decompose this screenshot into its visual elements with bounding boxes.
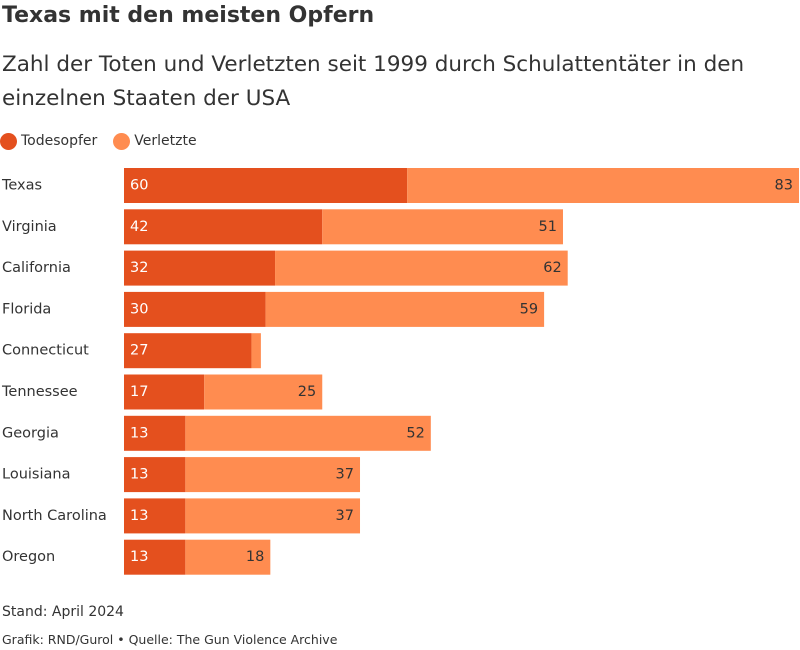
bar-todesopfer-north-carolina <box>124 498 186 534</box>
legend-item-verletzte: Verletzte <box>113 132 197 150</box>
legend-swatch-verletzte <box>113 132 131 150</box>
data-label-verletzte-virginia: 51 <box>539 219 557 235</box>
bar-verletzte-oregon <box>185 539 271 575</box>
category-label-oregon: Oregon <box>2 549 55 565</box>
chart-title: Texas mit den meisten Opfern <box>2 3 375 28</box>
bar-verletzte-texas <box>407 168 799 203</box>
bar-chart: Texas 60 83 Virginia 42 51 California 32 62 Flori… <box>1 168 799 575</box>
bar-todesopfer-florida <box>124 291 266 327</box>
bar-verletzte-florida <box>265 291 545 327</box>
bar-verletzte-tennessee <box>204 374 323 410</box>
chart-subtitle: Zahl der Toten und Verletzten seit 1999 … <box>2 52 745 111</box>
legend-swatch-todesopfer <box>0 132 17 150</box>
data-label-todesopfer-georgia: 13 <box>130 425 148 441</box>
bar-todesopfer-louisiana <box>124 457 186 493</box>
data-label-todesopfer-virginia: 42 <box>130 219 148 235</box>
legend: Todesopfer Verletzte <box>0 130 213 152</box>
category-label-virginia: Virginia <box>2 219 57 235</box>
data-label-todesopfer-oregon: 13 <box>130 549 148 565</box>
data-label-todesopfer-florida: 30 <box>130 301 148 317</box>
data-label-todesopfer-louisiana: 13 <box>130 467 148 483</box>
legend-label-todesopfer: Todesopfer <box>21 133 98 149</box>
bar-verletzte-north-carolina <box>185 498 361 534</box>
footer-source: Quelle: The Gun Violence Archive <box>128 632 338 647</box>
data-label-todesopfer-texas: 60 <box>130 178 148 194</box>
footer-separator: • <box>117 632 125 647</box>
data-label-todesopfer-tennessee: 17 <box>130 384 148 400</box>
data-label-verletzte-california: 62 <box>543 260 561 276</box>
data-label-todesopfer-north-carolina: 13 <box>130 508 148 524</box>
bar-verletzte-louisiana <box>185 457 361 493</box>
bar-verletzte-connecticut <box>251 333 261 369</box>
category-label-connecticut: Connecticut <box>2 343 89 359</box>
category-label-california: California <box>2 260 71 276</box>
bar-verletzte-georgia <box>185 415 431 451</box>
data-label-verletzte-georgia: 52 <box>406 425 424 441</box>
category-label-florida: Florida <box>2 301 51 317</box>
data-label-verletzte-texas: 83 <box>775 178 793 194</box>
data-label-verletzte-florida: 59 <box>520 301 538 317</box>
data-label-verletzte-oregon: 18 <box>246 549 264 565</box>
data-label-todesopfer-california: 32 <box>130 260 148 276</box>
footer-credits: Grafik: RND/Gurol • Quelle: The Gun Viol… <box>2 632 337 647</box>
data-label-verletzte-louisiana: 37 <box>336 467 354 483</box>
category-label-north-carolina: North Carolina <box>2 508 107 524</box>
data-label-verletzte-north-carolina: 37 <box>336 508 354 524</box>
category-label-louisiana: Louisiana <box>2 467 70 483</box>
bar-todesopfer-connecticut <box>124 333 252 369</box>
bar-verletzte-virginia <box>322 209 563 245</box>
category-label-georgia: Georgia <box>2 425 59 441</box>
footer-credit: Grafik: RND/Gurol <box>2 632 114 647</box>
data-label-verletzte-tennessee: 25 <box>298 384 316 400</box>
bar-todesopfer-georgia <box>124 415 186 451</box>
bar-todesopfer-california <box>124 250 276 286</box>
data-label-todesopfer-connecticut: 27 <box>130 343 148 359</box>
bar-todesopfer-texas <box>124 168 408 203</box>
bar-todesopfer-virginia <box>124 209 323 245</box>
footer-stand: Stand: April 2024 <box>2 604 124 620</box>
legend-item-todesopfer: Todesopfer <box>0 132 98 150</box>
category-label-tennessee: Tennessee <box>1 384 78 400</box>
legend-label-verletzte: Verletzte <box>134 133 197 149</box>
category-label-texas: Texas <box>1 178 42 194</box>
bar-todesopfer-tennessee <box>124 374 205 410</box>
bar-verletzte-california <box>275 250 568 286</box>
bar-todesopfer-oregon <box>124 539 186 575</box>
